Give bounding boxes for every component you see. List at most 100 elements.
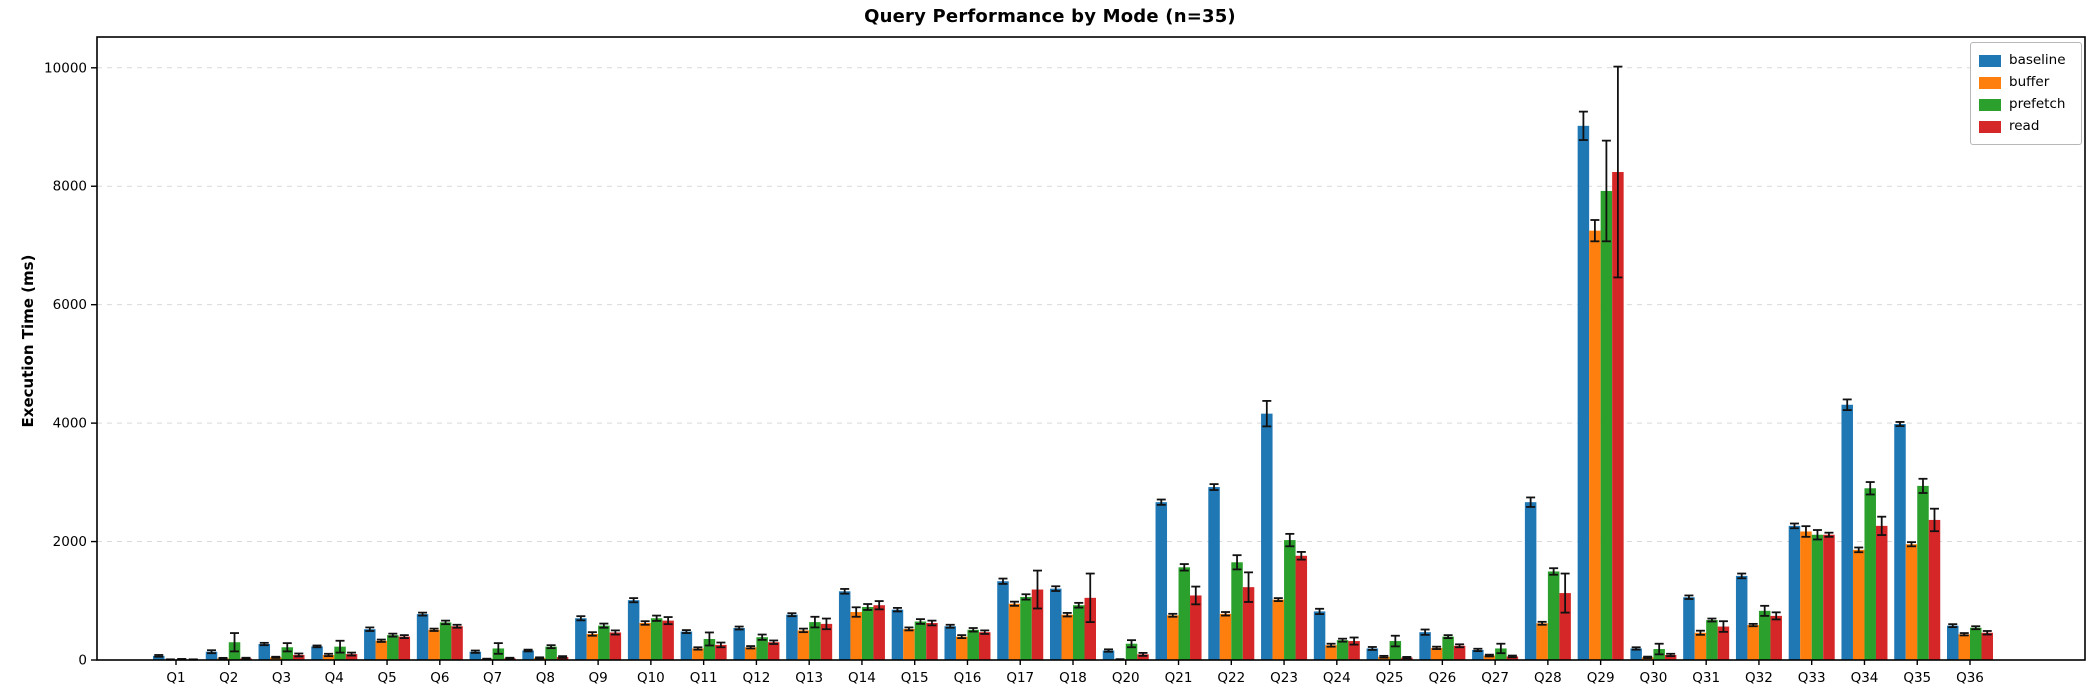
bar-read-Q5: [398, 636, 411, 660]
bar-baseline-Q27: [1472, 649, 1484, 660]
legend-label-prefetch: prefetch: [2009, 96, 2066, 113]
bar-buffer-Q14: [850, 612, 862, 660]
bar-baseline-Q22: [1208, 487, 1220, 660]
bar-prefetch-Q24: [1336, 640, 1349, 660]
bar-buffer-Q10: [639, 622, 651, 660]
bar-buffer-Q33: [1800, 531, 1812, 660]
bar-buffer-Q29: [1589, 230, 1601, 661]
bar-prefetch-Q31: [1706, 620, 1718, 660]
x-tick-label-Q12: Q12: [743, 670, 771, 686]
bar-baseline-Q2: [205, 651, 218, 660]
x-tick-label-Q16: Q16: [954, 670, 982, 686]
x-tick-label-Q30: Q30: [1640, 670, 1668, 686]
legend-label-baseline: baseline: [2009, 52, 2066, 69]
bar-prefetch-Q3: [281, 647, 294, 660]
bar-read-Q6: [451, 626, 463, 660]
bar-prefetch-Q22: [1231, 562, 1243, 660]
x-tick-label-Q20: Q20: [1112, 670, 1140, 686]
bar-read-Q4: [345, 654, 358, 660]
bar-buffer-Q12: [744, 647, 757, 660]
bar-read-Q28: [1559, 593, 1571, 660]
bar-read-Q20: [1137, 654, 1149, 660]
bar-prefetch-Q8: [545, 646, 557, 660]
bar-baseline-Q30: [1630, 648, 1642, 660]
bar-read-Q34: [1875, 525, 1888, 660]
bar-baseline-Q33: [1788, 525, 1801, 660]
x-tick-label-Q5: Q5: [377, 670, 396, 686]
bar-baseline-Q15: [891, 609, 904, 660]
x-tick-label-Q1: Q1: [166, 670, 185, 686]
bar-baseline-Q4: [311, 646, 323, 660]
bar-read-Q11: [715, 644, 727, 660]
bar-buffer-Q34: [1852, 549, 1865, 660]
bar-baseline-Q16: [944, 626, 956, 660]
bar-prefetch-Q16: [967, 629, 979, 660]
x-tick-label-Q22: Q22: [1217, 670, 1245, 686]
x-tick-label-Q10: Q10: [637, 670, 665, 686]
x-tick-label-Q33: Q33: [1798, 670, 1826, 686]
bar-buffer-Q6: [428, 629, 440, 660]
legend-item-prefetch: prefetch: [1979, 94, 2073, 116]
legend-swatch-baseline: [1979, 55, 2001, 67]
legend-item-buffer: buffer: [1979, 72, 2073, 94]
bar-prefetch-Q20: [1125, 643, 1138, 660]
bar-baseline-Q24: [1313, 611, 1326, 660]
bar-read-Q30: [1664, 654, 1677, 660]
bar-read-Q13: [820, 623, 833, 660]
bar-prefetch-Q6: [439, 622, 452, 660]
x-tick-label-Q13: Q13: [795, 670, 823, 686]
x-tick-label-Q18: Q18: [1059, 670, 1087, 686]
bar-baseline-Q23: [1261, 413, 1273, 660]
bar-baseline-Q34: [1841, 404, 1853, 660]
bar-baseline-Q7: [469, 651, 482, 660]
legend-swatch-buffer: [1979, 77, 2001, 89]
bar-baseline-Q35: [1894, 424, 1906, 660]
x-tick-label-Q29: Q29: [1587, 670, 1615, 686]
bar-baseline-Q26: [1419, 632, 1431, 660]
bar-buffer-Q24: [1325, 645, 1337, 660]
bar-buffer-Q32: [1747, 625, 1759, 660]
x-tick-label-Q17: Q17: [1006, 670, 1034, 686]
bar-buffer-Q23: [1272, 599, 1285, 660]
bar-read-Q17: [1031, 589, 1044, 660]
y-tick-label: 4000: [53, 416, 87, 432]
bar-prefetch-Q18: [1073, 605, 1085, 660]
bar-prefetch-Q23: [1284, 540, 1296, 660]
bar-buffer-Q22: [1219, 613, 1232, 660]
chart-title: Query Performance by Mode (n=35): [864, 6, 1236, 27]
bar-baseline-Q5: [364, 629, 376, 660]
bar-prefetch-Q35: [1917, 485, 1929, 660]
bar-baseline-Q3: [258, 644, 271, 660]
bar-prefetch-Q28: [1547, 571, 1560, 660]
bar-prefetch-Q5: [387, 635, 399, 660]
bar-baseline-Q8: [522, 650, 534, 660]
bar-read-Q15: [926, 622, 938, 660]
bar-buffer-Q4: [322, 654, 335, 660]
bar-buffer-Q13: [797, 630, 810, 660]
bar-prefetch-Q12: [756, 637, 768, 660]
bar-baseline-Q12: [733, 628, 745, 660]
bar-read-Q16: [978, 632, 991, 660]
legend-swatch-read: [1979, 121, 2001, 133]
bar-baseline-Q36: [1947, 625, 1959, 660]
bar-baseline-Q11: [680, 631, 693, 660]
legend-item-baseline: baseline: [1979, 50, 2073, 72]
x-tick-label-Q8: Q8: [536, 670, 555, 686]
x-tick-label-Q32: Q32: [1745, 670, 1773, 686]
bar-baseline-Q6: [416, 614, 429, 660]
bar-prefetch-Q15: [914, 621, 927, 660]
bar-read-Q12: [767, 642, 780, 660]
bar-prefetch-Q26: [1442, 636, 1454, 660]
bar-read-Q3: [293, 654, 305, 660]
x-tick-label-Q14: Q14: [848, 670, 876, 686]
x-tick-label-Q28: Q28: [1534, 670, 1562, 686]
legend-label-buffer: buffer: [2009, 74, 2050, 91]
bar-read-Q21: [1190, 595, 1202, 660]
bar-prefetch-Q32: [1758, 610, 1771, 660]
bar-buffer-Q16: [955, 636, 968, 660]
bar-buffer-Q15: [903, 628, 915, 660]
x-tick-label-Q36: Q36: [1956, 670, 1984, 686]
x-tick-label-Q4: Q4: [325, 670, 344, 686]
x-tick-label-Q15: Q15: [901, 670, 929, 686]
